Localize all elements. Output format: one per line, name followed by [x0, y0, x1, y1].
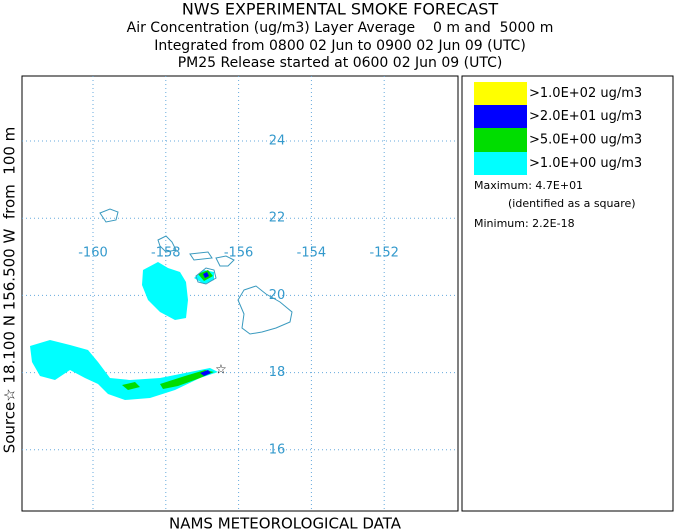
island	[99, 208, 119, 223]
legend-swatch	[474, 128, 527, 152]
subtitle: PM25 Release started at 0600 02 Jun 09 (…	[178, 55, 503, 71]
plume	[30, 262, 218, 400]
longitude-label: -154	[297, 246, 327, 261]
grid: 24 22 20 18 16 -160 -158 -156 -154 -152	[22, 76, 458, 511]
latitude-label: 18	[269, 365, 286, 380]
latitude-label: 24	[269, 134, 286, 149]
source-marker: ☆	[215, 363, 227, 378]
legend-frame	[461, 75, 674, 512]
legend-label: >5.0E+00 ug/m3	[529, 133, 642, 148]
longitude-label: -152	[369, 246, 399, 261]
plume-area	[200, 272, 211, 376]
legend-label: >1.0E+00 ug/m3	[529, 156, 642, 171]
islands	[99, 208, 293, 335]
plume-area	[142, 262, 188, 320]
maximum-note: (identified as a square)	[508, 197, 636, 210]
longitude-label: -160	[78, 246, 108, 261]
plume-area	[122, 370, 214, 390]
island	[189, 251, 213, 261]
subtitle: Integrated from 0800 02 Jun to 0900 02 J…	[154, 38, 526, 54]
longitude-label: -156	[224, 246, 254, 261]
legend-swatch	[474, 105, 527, 128]
latitude-label: 22	[269, 211, 286, 226]
latitude-label: 16	[269, 442, 286, 457]
longitude-label: -158	[151, 246, 181, 261]
footer: NAMS METEOROLOGICAL DATA	[169, 515, 402, 532]
plume-area	[30, 340, 218, 400]
map-frame	[21, 75, 459, 512]
island	[215, 255, 235, 267]
island	[195, 267, 217, 285]
title: NWS EXPERIMENTAL SMOKE FORECAST	[182, 0, 499, 19]
subtitle: Air Concentration (ug/m3) Layer Average …	[127, 20, 554, 36]
source-label: Source☆ 18.100 N 156.500 W from 100 m	[1, 127, 19, 454]
legend-label: >1.0E+02 ug/m3	[529, 86, 642, 101]
island	[237, 285, 293, 335]
maximum: Maximum: 4.7E+01	[474, 179, 583, 192]
island	[157, 235, 177, 253]
latitude-label: 20	[269, 288, 286, 303]
legend: >1.0E+02 ug/m3 >2.0E+01 ug/m3 >5.0E+00 ug/…	[474, 82, 642, 175]
legend-swatch	[474, 152, 527, 175]
legend-label: >2.0E+01 ug/m3	[529, 109, 642, 124]
legend-swatch	[474, 82, 527, 105]
minimum: Minimum: 2.2E-18	[474, 217, 575, 230]
